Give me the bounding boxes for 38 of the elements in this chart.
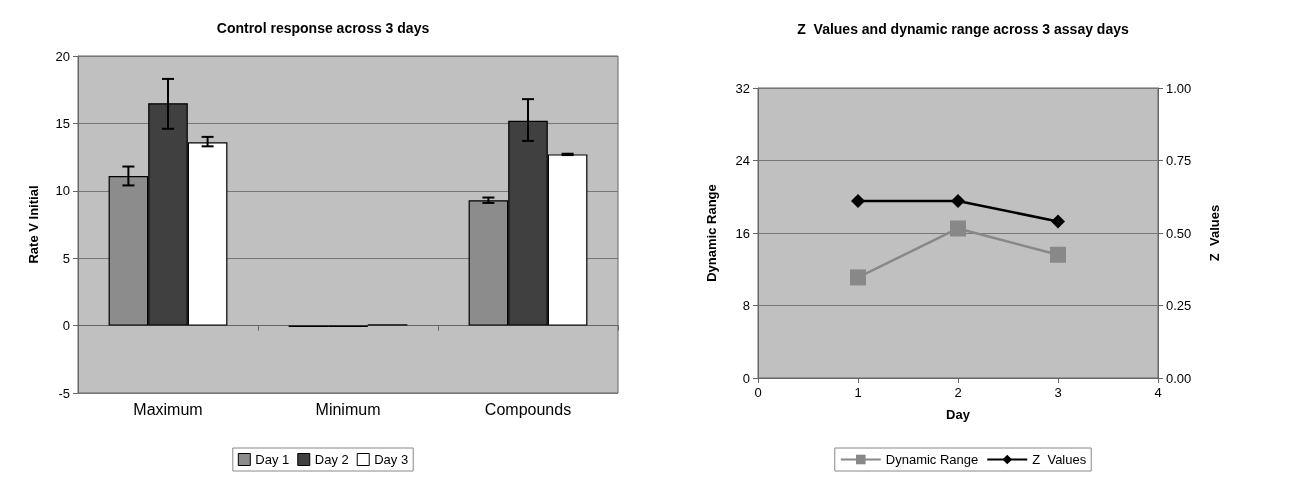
x-tick-label: 3 (1054, 385, 1062, 400)
y2-tick-label: 0.25 (1166, 298, 1192, 313)
point (850, 269, 866, 286)
y-tick-label: 8 (742, 298, 750, 313)
legend-label: Z Values (1032, 452, 1087, 467)
y-axis-title: Rate V Initial (26, 185, 41, 264)
x-tick-label: Compounds (484, 400, 572, 418)
y-tick-label: 5 (62, 250, 70, 266)
y2-tick-label: 0.00 (1166, 370, 1192, 386)
legend-label: Day 3 (374, 452, 409, 467)
y-tick-label: 0 (742, 370, 750, 386)
y2-axis-title: Z Values (1207, 204, 1222, 262)
y-tick-label: 16 (735, 225, 750, 241)
point (950, 220, 966, 237)
chart-title: Z Values and dynamic range across 3 assay days (797, 21, 1129, 37)
y-axis-title: Dynamic Range (704, 184, 719, 282)
point (1050, 246, 1066, 263)
x-tick-label: 0 (754, 385, 762, 400)
x-tick-label: 2 (954, 385, 962, 400)
x-axis-title: Day (946, 407, 971, 422)
y-tick-label: 0 (62, 318, 70, 334)
legend-label: Day 1 (255, 452, 290, 467)
legend-label: Day 2 (314, 452, 349, 467)
y-tick-label: 15 (55, 115, 70, 131)
x-tick-label: 1 (854, 385, 862, 400)
x-tick-label: Minimum (315, 400, 381, 418)
y-tick-label: 24 (735, 153, 750, 168)
y2-tick-label: 1.00 (1166, 80, 1192, 96)
y-tick-label: 10 (55, 183, 70, 199)
y2-tick-label: 0.75 (1166, 153, 1192, 168)
y2-tick-label: 0.50 (1166, 225, 1192, 241)
x-tick-label: Maximum (133, 400, 203, 418)
y-tick-label: -5 (58, 385, 70, 401)
legend-label: Dynamic Range (885, 452, 979, 467)
y-tick-label: 20 (55, 48, 70, 64)
y-tick-label: 32 (735, 80, 750, 96)
x-tick-label: 4 (1154, 385, 1162, 400)
chart-title: Control response across 3 days (216, 20, 430, 36)
